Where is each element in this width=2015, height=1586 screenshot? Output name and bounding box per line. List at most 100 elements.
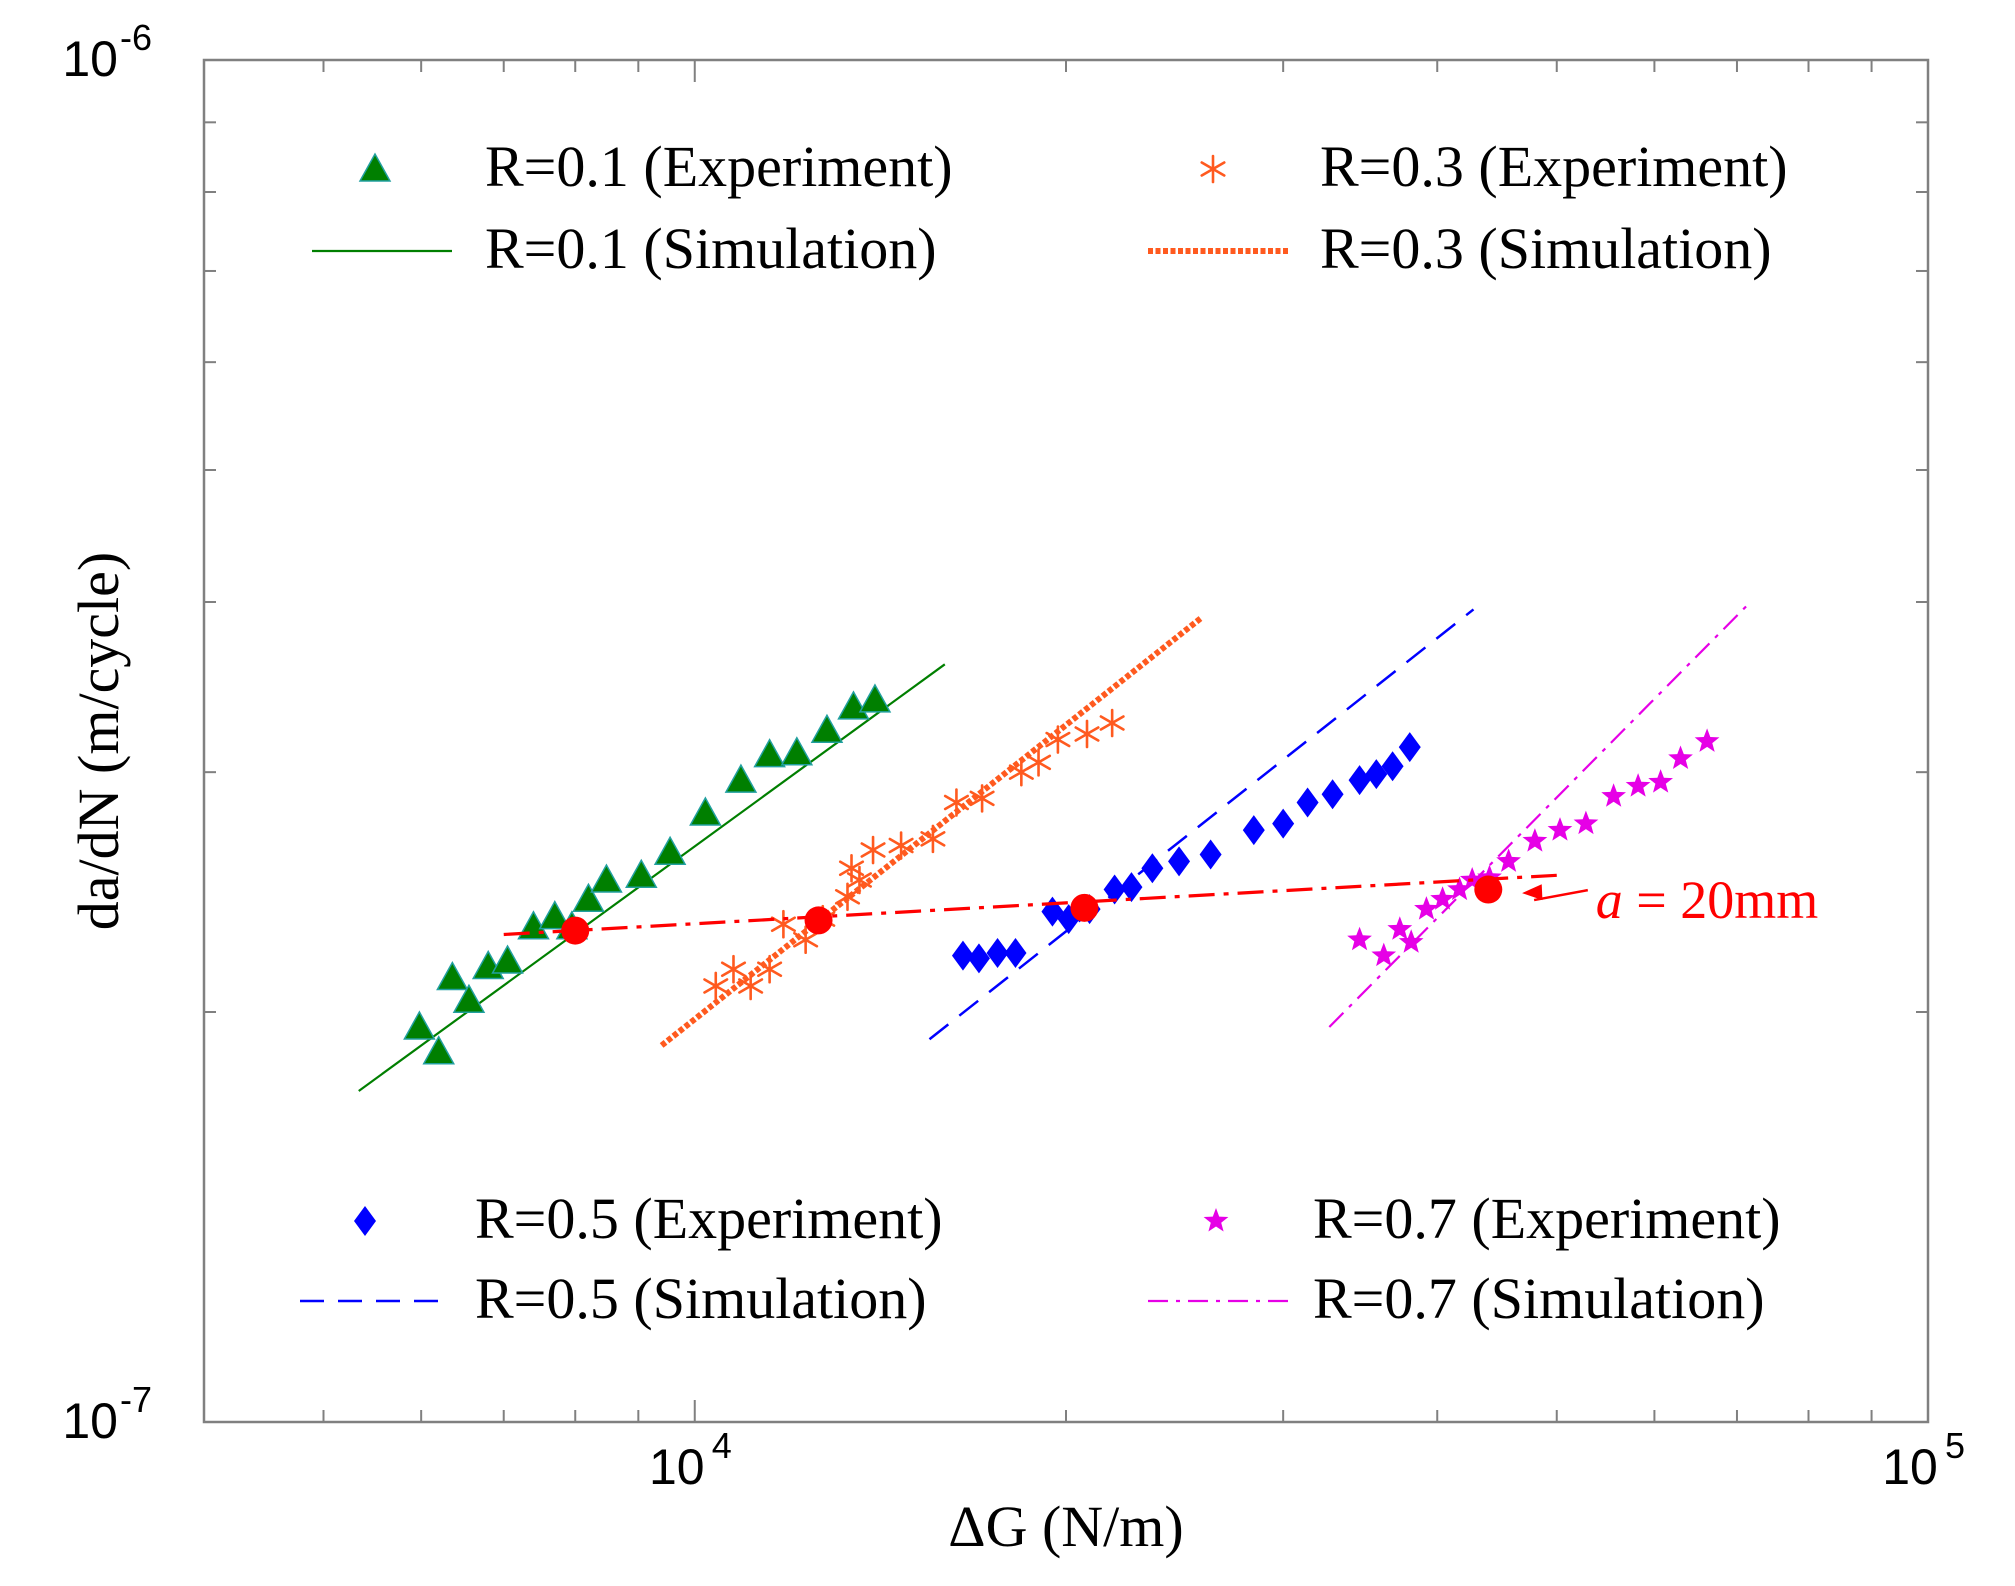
legend-label-experiment-r7: R=0.7 (Experiment) [1313, 1186, 1781, 1251]
isoline-point [804, 906, 833, 935]
isoline-arrowhead [1522, 884, 1543, 901]
data-point-r1 [653, 835, 687, 866]
data-point-r3 [1045, 725, 1071, 754]
isoline-arrow [1533, 888, 1589, 902]
data-point-r7 [1398, 929, 1424, 953]
y-tick-label-exp: -7 [120, 1379, 152, 1420]
legend-marker-r7 [1203, 1208, 1229, 1232]
data-point-r3 [888, 831, 914, 860]
isoline-point [1070, 893, 1099, 922]
data-point-r1 [572, 882, 605, 912]
legend-label-simulation-r1: R=0.1 (Simulation) [485, 216, 937, 281]
data-point-r3 [738, 971, 764, 1001]
data-point-r3 [1099, 708, 1125, 738]
tick-labels: 10 4 10 510 -710 -6 [62, 17, 1965, 1495]
legend-label-experiment-r5: R=0.5 (Experiment) [475, 1186, 943, 1251]
data-point-r5 [1242, 815, 1265, 846]
data-point-r5 [1168, 846, 1191, 877]
data-point-r3 [1025, 748, 1052, 777]
isoline-point [561, 916, 590, 945]
data-point-r5 [1141, 853, 1164, 884]
legend-marker-r1 [358, 152, 392, 182]
data-point-r1 [724, 763, 758, 793]
plot-area [202, 58, 1930, 1424]
x-tick-label: 10 [649, 1439, 705, 1495]
legend-label-experiment-r3: R=0.3 (Experiment) [1320, 134, 1788, 199]
data-point-r5 [1120, 872, 1143, 903]
data-point-r3 [720, 954, 747, 984]
data-point-r7 [1430, 886, 1455, 910]
data-point-r7 [1371, 942, 1397, 967]
data-point-r3 [969, 784, 995, 813]
data-point-r1 [436, 960, 469, 991]
data-point-r3 [757, 954, 783, 984]
data-point-r1 [491, 944, 524, 974]
y-tick-label-exp: -6 [120, 17, 152, 58]
data-point-r1 [858, 683, 892, 713]
data-point-r1 [452, 983, 486, 1014]
data-point-r7 [1522, 828, 1548, 852]
data-point-r1 [689, 796, 722, 826]
data-point-r7 [1668, 745, 1693, 769]
data-point-r5 [1398, 732, 1421, 763]
data-point-r5 [1348, 765, 1371, 796]
data-point-r5 [1365, 759, 1388, 790]
data-point-r3 [793, 925, 819, 955]
data-point-r1 [538, 900, 572, 930]
isoline-point [1474, 875, 1503, 904]
data-point-r1 [590, 863, 623, 893]
data-point-r3 [834, 882, 861, 912]
x-tick-label: 10 [1882, 1439, 1938, 1495]
simulation-line-r5 [928, 608, 1475, 1041]
data-point-r5 [951, 940, 974, 971]
legend: R=0.1 (Experiment) R=0.1 (Simulation) R=0.… [300, 134, 1788, 1331]
minor-ticks [204, 60, 1929, 1422]
data-point-r5 [1199, 839, 1222, 870]
data-point-r5 [967, 943, 990, 974]
isoline-a20mm [503, 873, 1557, 937]
legend-marker-r3 [1200, 154, 1226, 184]
legend-label-simulation-r5: R=0.5 (Simulation) [475, 1266, 927, 1331]
data-point-r1 [422, 1035, 455, 1065]
data-point-r7 [1547, 817, 1573, 841]
x-tick-label-exp: 5 [1945, 1425, 1965, 1466]
x-tick-label-exp: 4 [712, 1425, 732, 1466]
data-point-r7 [1648, 769, 1673, 793]
legend-marker-r5 [354, 1206, 376, 1236]
legend-label-simulation-r7: R=0.7 (Simulation) [1313, 1266, 1765, 1331]
data-point-r7 [1387, 916, 1413, 940]
data-point-r1 [625, 858, 658, 889]
data-point-r3 [943, 788, 969, 817]
data-point-r5 [1296, 787, 1319, 818]
data-point-r5 [1272, 808, 1295, 839]
data-point-r3 [860, 835, 886, 865]
data-point-r1 [403, 1010, 436, 1040]
data-point-r1 [780, 736, 814, 766]
legend-label-simulation-r3: R=0.3 (Simulation) [1320, 216, 1772, 281]
data-point-r1 [753, 738, 786, 768]
x-axis-label: ΔG (N/m) [948, 1494, 1183, 1559]
y-tick-label: 10 [62, 31, 118, 87]
data-point-r7 [1496, 848, 1521, 872]
data-point-r3 [846, 865, 873, 895]
y-tick-label: 10 [62, 1393, 118, 1449]
data-point-r7 [1573, 810, 1599, 835]
y-axis-label: da/dN (m/cycle) [66, 552, 131, 930]
data-point-r5 [1004, 937, 1027, 968]
data-point-r7 [1447, 876, 1472, 901]
data-point-r3 [920, 824, 946, 854]
data-point-r5 [1103, 874, 1126, 905]
simulation-line-r7 [1328, 605, 1747, 1028]
data-point-r7 [1694, 728, 1720, 752]
data-point-r7 [1414, 896, 1439, 920]
data-point-r5 [1321, 779, 1344, 810]
isoline-label: a = 20mm [1596, 870, 1818, 930]
data-point-r3 [703, 971, 729, 1001]
data-point-r3 [1074, 719, 1100, 749]
data-point-r1 [810, 713, 844, 744]
data-point-r7 [1347, 926, 1372, 951]
data-point-r7 [1601, 783, 1626, 807]
data-point-r7 [1625, 773, 1651, 797]
isoline-group: a = 20mm [503, 870, 1818, 945]
